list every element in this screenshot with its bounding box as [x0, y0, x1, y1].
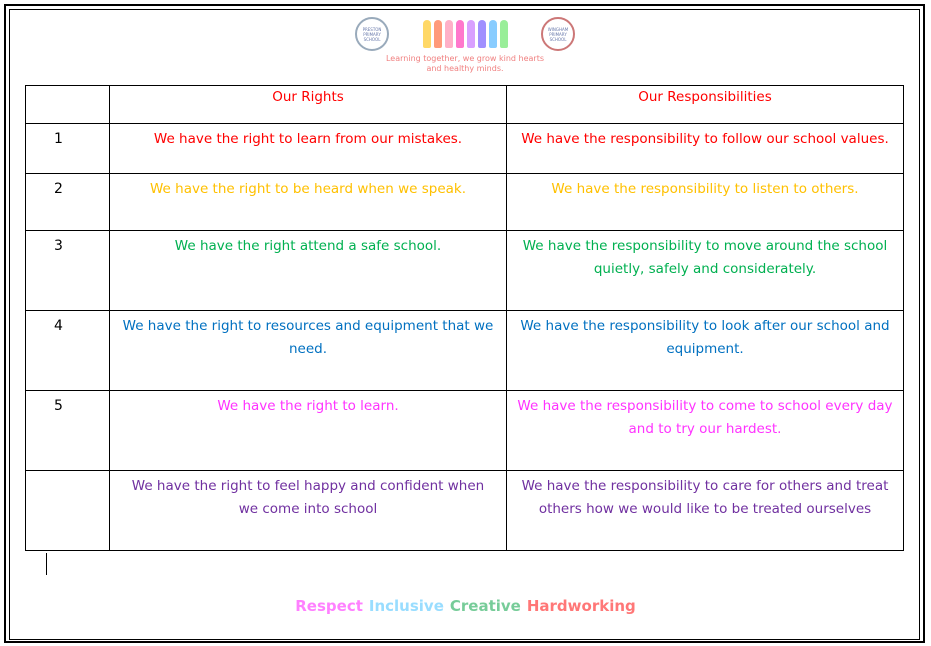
- column-header: [25, 85, 110, 124]
- responsibility-cell: We have the responsibility to look after…: [506, 310, 904, 391]
- preston-school-logo: PRESTON PRIMARY SCHOOL: [355, 17, 389, 51]
- column-header: Our Rights: [109, 85, 507, 124]
- tagline: and healthy minds.: [426, 64, 504, 73]
- row-number: [25, 470, 110, 551]
- page-border-inner: [9, 9, 920, 640]
- text-cursor: [46, 553, 47, 575]
- table-row: 3 We have the right attend a safe school.…: [25, 230, 904, 311]
- right-cell: We have the right attend a safe school.: [109, 230, 507, 311]
- value-respect: Respect: [295, 597, 363, 615]
- right-cell: We have the right to be heard when we sp…: [109, 173, 507, 231]
- responsibility-cell: We have the responsibility to come to sc…: [506, 390, 904, 471]
- wingham-school-logo: WINGHAM PRIMARY SCHOOL: [541, 17, 575, 51]
- table-row: 4 We have the right to resources and equi…: [25, 310, 904, 391]
- table-row: We have the right to feel happy and conf…: [25, 470, 904, 551]
- school-values: Respect Inclusive Creative Hardworking: [0, 597, 931, 615]
- responsibility-cell: We have the responsibility to move aroun…: [506, 230, 904, 311]
- right-cell: We have the right to feel happy and conf…: [109, 470, 507, 551]
- row-number: 3: [25, 230, 110, 311]
- right-cell: We have the right to learn.: [109, 390, 507, 471]
- children-silhouettes-logo: [389, 20, 541, 48]
- value-inclusive: Inclusive: [368, 597, 444, 615]
- table-row: 1 We have the right to learn from our mis…: [25, 123, 904, 174]
- rights-responsibilities-table: Our Rights Our Responsibilities 1 We have t…: [25, 85, 904, 551]
- table-row: 2 We have the right to be heard when we s…: [25, 173, 904, 231]
- right-cell: We have the right to learn from our mist…: [109, 123, 507, 174]
- responsibility-cell: We have the responsibility to care for o…: [506, 470, 904, 551]
- responsibility-cell: We have the responsibility to follow our…: [506, 123, 904, 174]
- tagline: Learning together, we grow kind hearts: [385, 54, 545, 63]
- row-number: 4: [25, 310, 110, 391]
- table-row: 5 We have the right to learn. We have the …: [25, 390, 904, 471]
- value-hardworking: Hardworking: [526, 597, 636, 615]
- school-header: PRESTON PRIMARY SCHOOL WINGHAM PRIMARY S…: [355, 14, 575, 80]
- column-header: Our Responsibilities: [506, 85, 904, 124]
- value-creative: Creative: [449, 597, 521, 615]
- row-number: 2: [25, 173, 110, 231]
- page-border: [4, 4, 925, 643]
- right-cell: We have the right to resources and equip…: [109, 310, 507, 391]
- row-number: 5: [25, 390, 110, 471]
- responsibility-cell: We have the responsibility to listen to …: [506, 173, 904, 231]
- row-number: 1: [25, 123, 110, 174]
